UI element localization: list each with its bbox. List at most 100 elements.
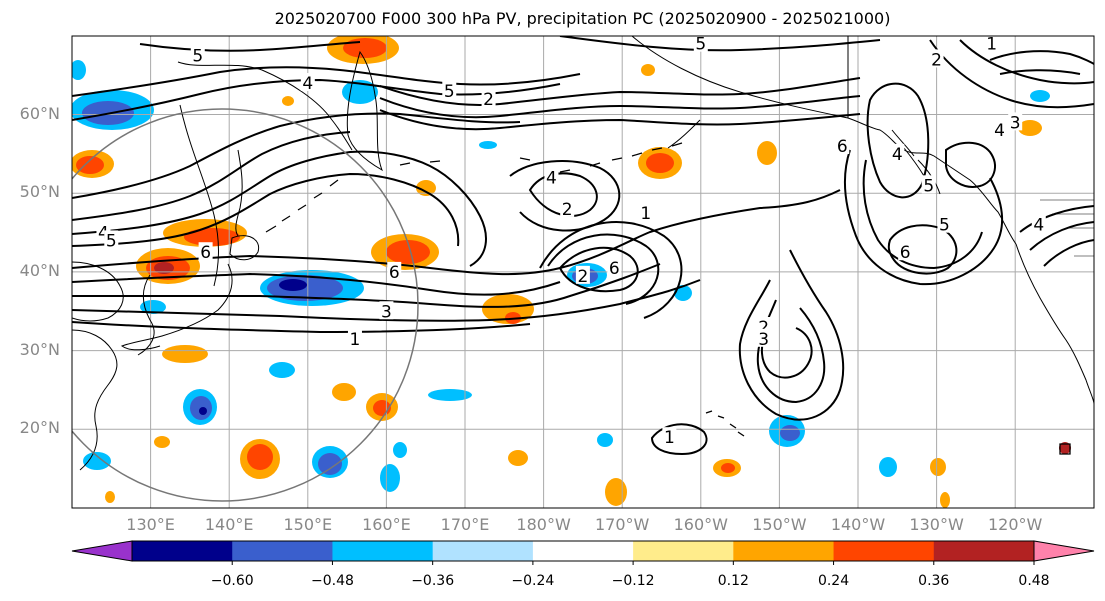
contour-label: 2	[483, 90, 494, 110]
contour-label: 5	[106, 231, 117, 251]
contour-label-background	[575, 265, 590, 284]
latitude-label: 20°N	[19, 418, 60, 438]
distance-ring	[72, 108, 419, 502]
longitude-label: 170°W	[595, 515, 650, 534]
map-title: 2025020700 F000 300 hPa PV, precipitatio…	[274, 9, 891, 28]
longitude-label: 180°W	[516, 515, 571, 534]
contour-label: 6	[837, 137, 848, 157]
contour-label-background	[1031, 214, 1046, 233]
contour-label: 2	[758, 318, 769, 338]
contour-label-background	[984, 36, 999, 52]
contour-label-background	[607, 257, 622, 276]
contour-label: 5	[923, 176, 934, 196]
colorbar-tick-label: 0.24	[817, 573, 850, 589]
contour-label: 5	[192, 46, 203, 66]
map-frame	[71, 35, 1095, 509]
contour-label-background	[693, 36, 708, 52]
contour-label-background	[544, 167, 559, 186]
contour-label-background	[300, 73, 315, 92]
contour-label: 3	[758, 330, 769, 350]
precipitation-shading	[72, 36, 1071, 508]
longitude-label: 130°E	[126, 515, 175, 534]
contour-label: 1	[664, 428, 675, 448]
colorbar-segment	[232, 541, 333, 561]
coastlines	[72, 36, 1094, 471]
contour-label: 4	[1033, 216, 1044, 236]
contour-label-background	[190, 45, 205, 64]
contour-label: 1	[640, 204, 651, 224]
contour-label-background	[898, 242, 913, 261]
longitude-label: 140°W	[830, 515, 886, 534]
colorbar-segment	[432, 541, 534, 561]
colorbar-tick-label: −0.36	[411, 573, 455, 589]
contour-label-background	[638, 202, 653, 221]
contour-label-background	[992, 120, 1007, 139]
contour-label-background	[347, 328, 362, 347]
colorbar-tick-label: 0.48	[1018, 573, 1050, 589]
contour-label-background	[481, 88, 496, 107]
contour-label-background	[756, 328, 771, 347]
contour-label: 4	[994, 121, 1005, 141]
contour-label: 2	[562, 200, 573, 220]
longitude-label: 170°E	[440, 515, 490, 534]
contour-label: 3	[1010, 113, 1021, 133]
contour-label: 6	[609, 259, 620, 279]
contour-label: 2	[577, 267, 588, 287]
contour-label: 4	[892, 145, 903, 165]
contour-label: 4	[98, 224, 109, 244]
contour-label: 6	[200, 243, 211, 263]
colorbar-segment	[132, 541, 233, 561]
contour-label-background	[104, 230, 119, 249]
pv-contours	[72, 36, 1094, 456]
longitude-label: 130°W	[909, 515, 964, 534]
contour-label-background	[662, 427, 677, 446]
colorbar-extend-low	[71, 540, 133, 562]
longitude-label: 150°W	[752, 515, 807, 534]
colorbar-segment	[733, 541, 835, 561]
colorbar-tick-label: −0.60	[210, 573, 254, 589]
colorbar-extend-high	[1033, 540, 1095, 562]
contour-label: 5	[939, 216, 950, 236]
contour-label: 1	[986, 35, 997, 55]
contour-label: 6	[389, 263, 400, 283]
colorbar-segment	[933, 541, 1035, 561]
colorbar-tick-label: 0.60	[1099, 573, 1105, 589]
contour-label-background	[835, 135, 850, 154]
latitude-label: 60°N	[19, 103, 60, 123]
contour-label: 4	[302, 74, 313, 94]
contour-label-background	[198, 242, 213, 261]
colorbar-segment	[633, 541, 734, 561]
contour-label: 1	[350, 330, 361, 350]
contour-label-background	[379, 301, 394, 320]
colorbar-frame	[131, 540, 1035, 562]
contour-label-background	[921, 175, 936, 194]
colorbar-segment	[532, 541, 634, 561]
latitude-label: 30°N	[19, 339, 60, 359]
contour-label-background	[937, 214, 952, 233]
contour-label-background	[387, 261, 402, 280]
latitude-label: 50°N	[19, 182, 60, 202]
contour-label-background	[1008, 112, 1023, 131]
longitude-label: 160°W	[673, 515, 728, 534]
contour-label: 6	[900, 243, 911, 263]
colorbar-tick-label: 0.12	[717, 573, 749, 589]
colorbar-tick-label: 0.36	[918, 573, 950, 589]
contour-label: 2	[931, 50, 942, 70]
contour-label: 5	[695, 35, 706, 55]
longitude-label: 160°E	[362, 515, 411, 534]
colorbar-segment	[833, 541, 935, 561]
contour-label: 4	[546, 168, 557, 188]
longitude-label: 140°E	[204, 515, 254, 534]
contour-label: 5	[444, 82, 455, 102]
contour-label-background	[929, 49, 944, 68]
colorbar-tick-label: −0.12	[611, 573, 655, 589]
colorbar-tick-label: −0.48	[310, 573, 354, 589]
contour-label-background	[890, 143, 905, 162]
contour-label-background	[560, 198, 575, 217]
colorbar	[71, 540, 1095, 565]
contour-label: 3	[381, 302, 392, 322]
longitude-label: 120°W	[988, 515, 1043, 534]
colorbar-tick-label: −0.24	[511, 573, 555, 589]
